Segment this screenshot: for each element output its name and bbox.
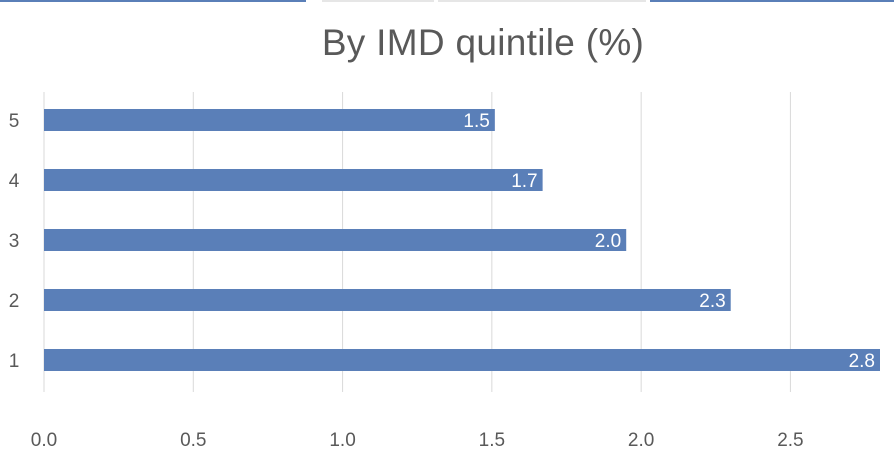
top-border-strip <box>0 0 894 14</box>
data-label-2: 2.3 <box>699 291 725 312</box>
top-border-right <box>650 0 894 2</box>
y-tick-label-1: 1 <box>9 351 20 372</box>
bar-3 <box>44 229 627 251</box>
top-border-mid-right <box>438 0 646 2</box>
x-tick-label: 1.0 <box>329 430 355 451</box>
bars <box>44 109 880 371</box>
x-tick-label: 0.0 <box>31 430 57 451</box>
x-tick-label: 1.5 <box>479 430 505 451</box>
x-tick-label: 2.5 <box>777 430 803 451</box>
data-label-4: 1.7 <box>511 171 537 192</box>
y-tick-label-5: 5 <box>9 111 20 132</box>
y-axis-tick-labels: 1 2 3 4 5 <box>9 111 20 372</box>
y-tick-label-4: 4 <box>9 171 20 192</box>
y-tick-label-3: 3 <box>9 231 20 252</box>
gridlines <box>43 92 791 392</box>
bar-5 <box>44 109 495 131</box>
y-tick-label-2: 2 <box>9 291 20 312</box>
x-tick-label: 0.5 <box>180 430 206 451</box>
bar-2 <box>44 289 731 311</box>
top-border-mid-left <box>322 0 434 2</box>
data-label-1: 2.8 <box>849 351 875 372</box>
chart-title: By IMD quintile (%) <box>321 22 645 63</box>
data-label-5: 1.5 <box>463 111 489 132</box>
top-border-left <box>0 0 306 2</box>
x-tick-label: 2.0 <box>628 430 654 451</box>
bar-4 <box>44 169 543 191</box>
x-axis-tick-labels: 0.0 0.5 1.0 1.5 2.0 2.5 <box>31 430 804 451</box>
data-label-3: 2.0 <box>595 231 621 252</box>
bar-1 <box>44 349 880 371</box>
data-labels: 2.8 2.3 2.0 1.7 1.5 <box>463 111 875 372</box>
